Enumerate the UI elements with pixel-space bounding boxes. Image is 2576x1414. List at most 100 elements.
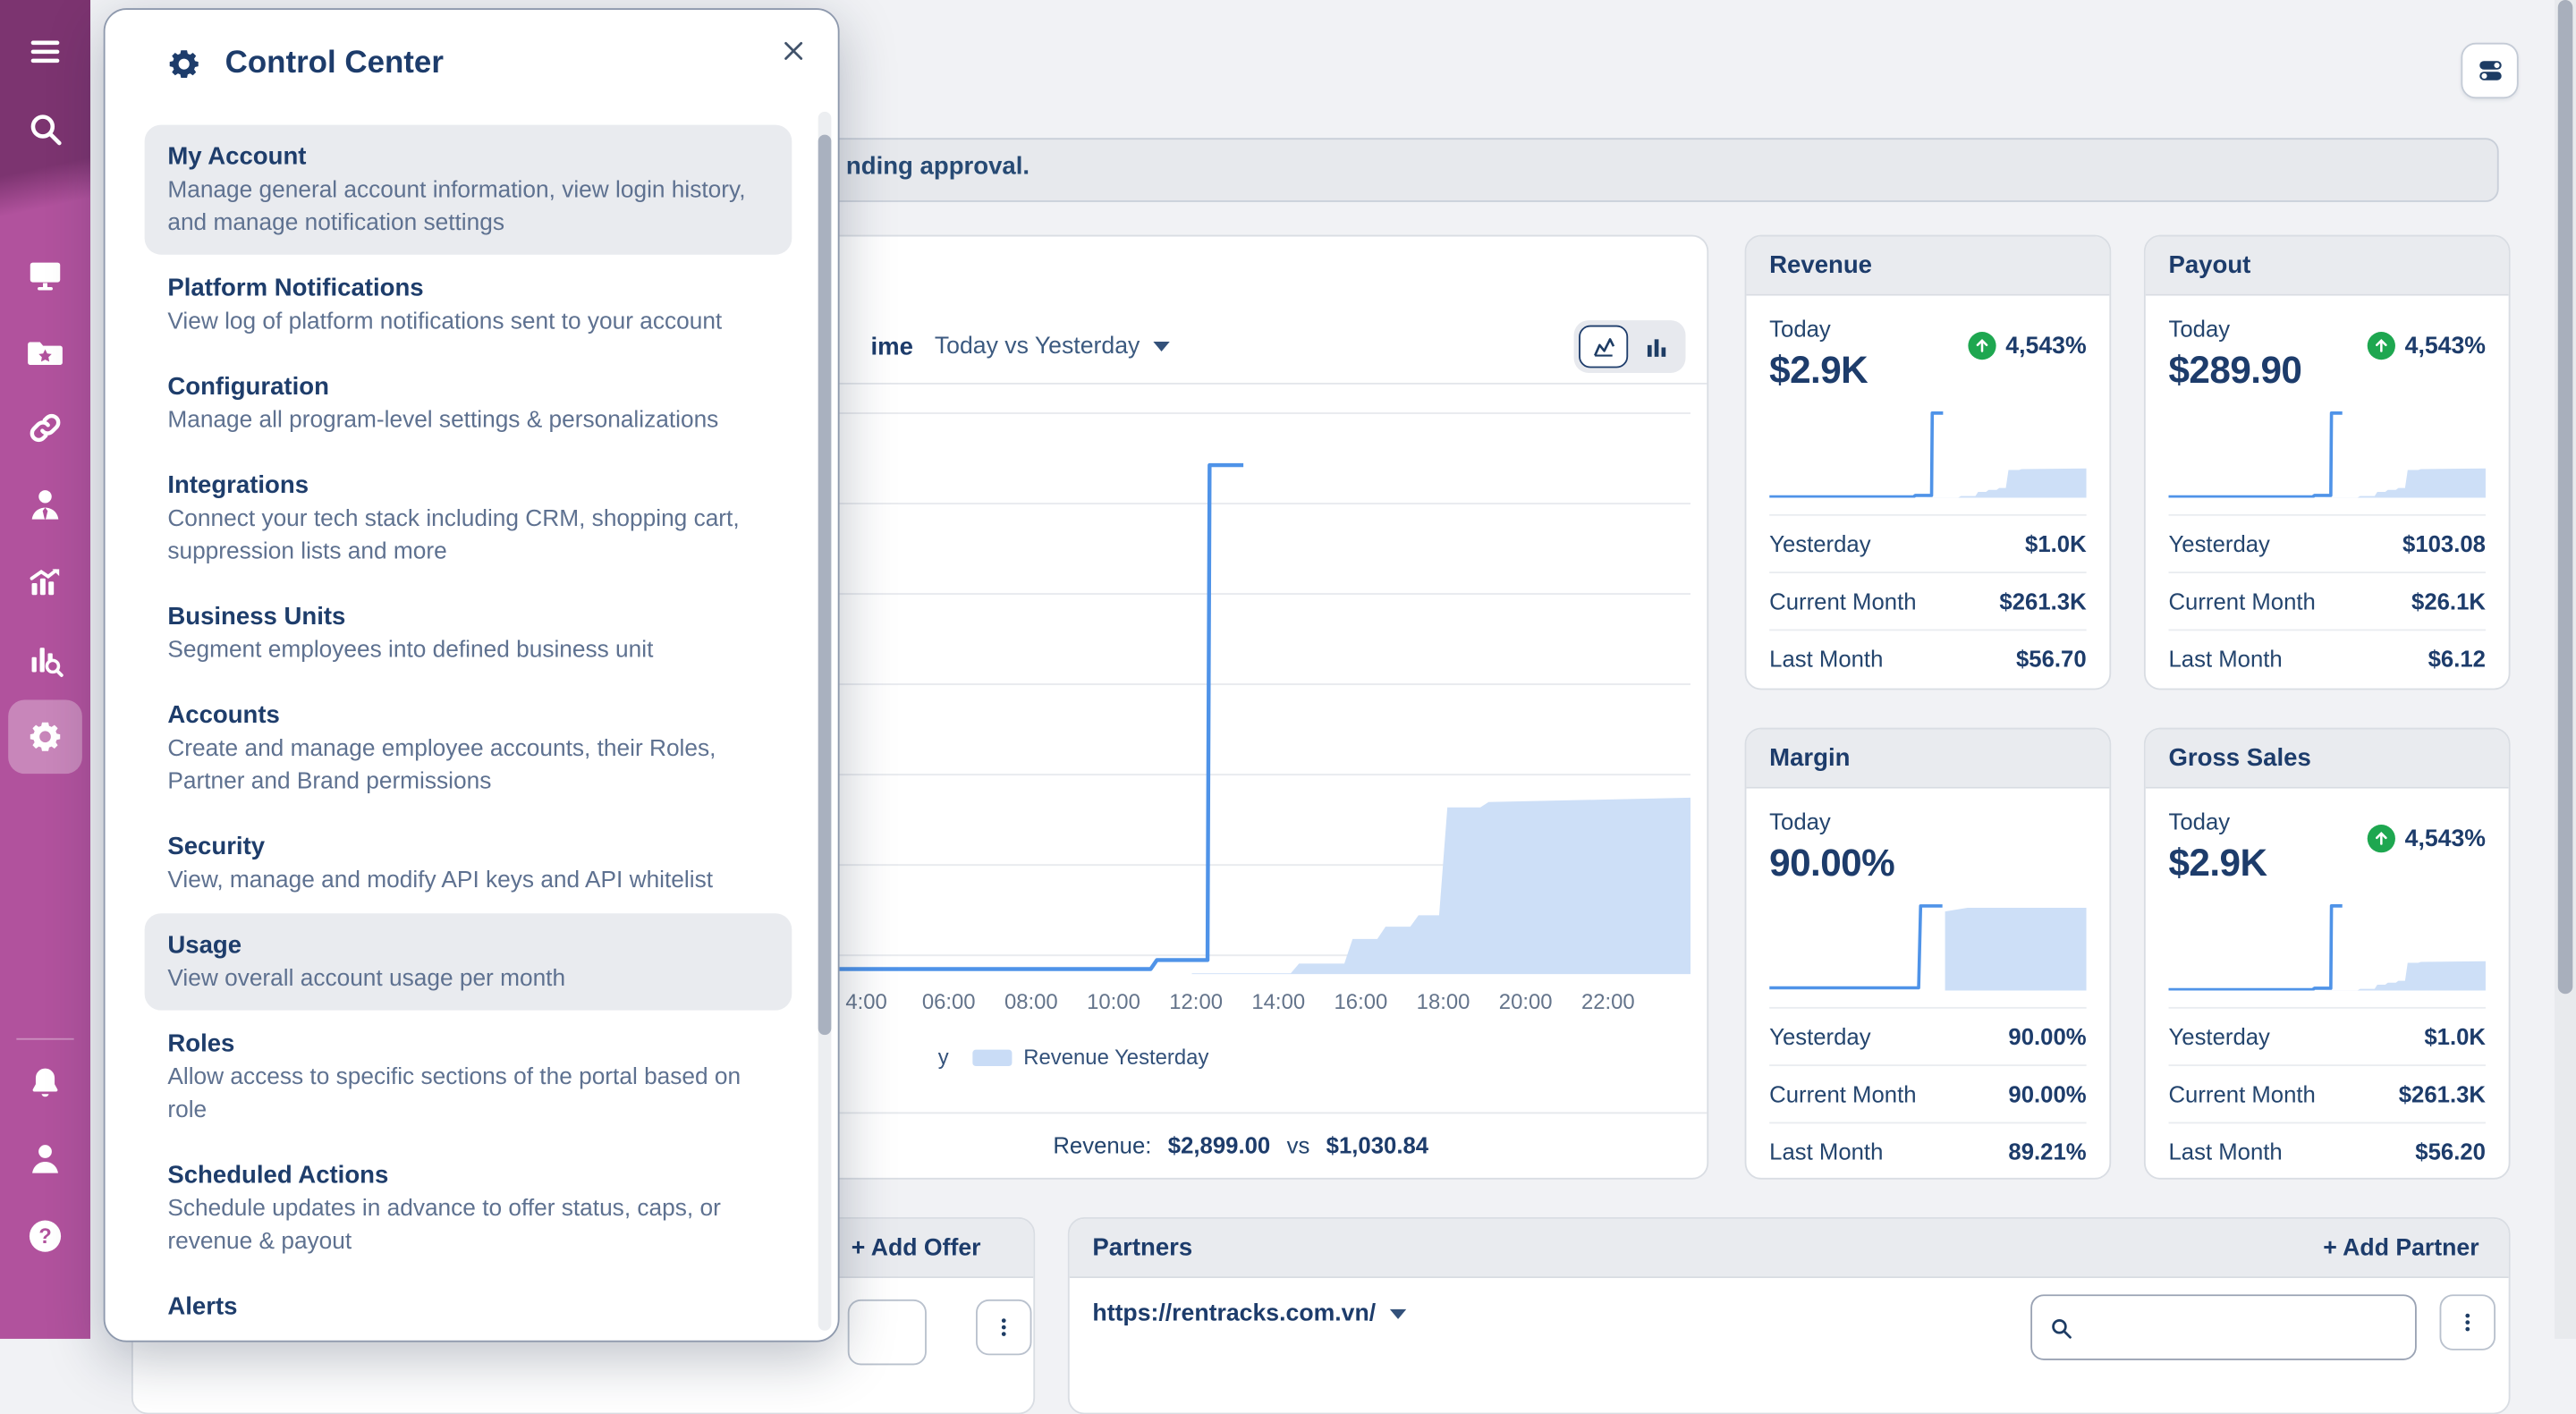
date-range-selector[interactable]: Today vs Yesterday (935, 334, 1170, 360)
partners-search-input[interactable] (2072, 1314, 2415, 1341)
arrow-up-icon (1968, 332, 1996, 360)
add-partner-button[interactable]: + Add Partner (2323, 1234, 2479, 1261)
menu-item-business-units[interactable]: Business Units Segment employees into de… (167, 603, 654, 665)
today-value: 90.00% (1769, 841, 1895, 885)
change-badge: 4,543% (1968, 332, 2087, 360)
sidebar-item-dashboard[interactable] (25, 255, 66, 296)
close-button[interactable] (775, 33, 811, 69)
menu-item-security[interactable]: Security View, manage and modify API key… (167, 833, 714, 894)
x-tick: 20:00 (1498, 988, 1553, 1014)
kpi-row: Yesterday 90.00% (1769, 1009, 2087, 1067)
sidebar-nav: ? (0, 0, 91, 1339)
kpi-row: Last Month $6.12 (2168, 645, 2486, 673)
today-value: $2.9K (2168, 841, 2267, 885)
menu-item-my-account[interactable]: My Account Manage general account inform… (144, 124, 792, 255)
today-label: Today (2168, 808, 2231, 835)
x-tick: 16:00 (1334, 988, 1388, 1014)
x-tick: 4:00 (845, 988, 887, 1014)
chevron-down-icon (1390, 1308, 1408, 1319)
sidebar-item-offers[interactable] (25, 332, 66, 373)
sparkline (2168, 899, 2486, 991)
sidebar-item-partners[interactable] (25, 485, 66, 526)
kpi-card-gross-sales: Gross Sales Today $2.9K 4,543% Yesterday… (2143, 727, 2511, 1180)
panel-header: Control Center (166, 46, 444, 81)
chart-header: ime Today vs Yesterday (682, 310, 1707, 385)
add-offer-button[interactable]: + Add Offer (851, 1234, 981, 1261)
trending-chart-icon (30, 569, 60, 596)
chart-footer-divider (682, 1112, 1707, 1114)
x-tick: 14:00 (1251, 988, 1306, 1014)
today-label: Today (2168, 315, 2231, 343)
menu-item-configuration[interactable]: Configuration Manage all program-level s… (167, 372, 719, 434)
hamburger-icon (30, 40, 60, 64)
sidebar-menu-button[interactable] (25, 31, 66, 72)
today-value: $2.9K (1769, 348, 1868, 392)
offers-search-input[interactable] (847, 1299, 927, 1366)
menu-item-platform-notifications[interactable]: Platform Notifications View log of platf… (167, 274, 723, 335)
chart-legend: y Revenue Yesterday (682, 1045, 1707, 1071)
sidebar-active-indicator (8, 699, 82, 775)
link-icon (30, 413, 61, 443)
close-icon (784, 41, 803, 60)
arrow-up-icon (2367, 332, 2395, 360)
x-axis-ticks: 4:00 06:00 08:00 10:00 12:00 14:00 16:00 18:00 2… (701, 989, 1690, 1019)
sparkline (1769, 406, 2087, 498)
gear-icon (30, 722, 61, 751)
panel-scrollbar-thumb[interactable] (818, 134, 832, 1036)
bar-chart-toggle-button[interactable] (1631, 326, 1681, 368)
chevron-down-icon (1153, 342, 1170, 352)
legend-today-label[interactable]: y (937, 1045, 949, 1070)
partner-site-dropdown[interactable]: https://rentracks.com.vn/ (1092, 1301, 1408, 1327)
kpi-row: Last Month $56.20 (2168, 1138, 2486, 1165)
chart-header-label: ime (870, 332, 913, 361)
sidebar-item-notifications[interactable] (25, 1063, 66, 1104)
partners-title: Partners (1092, 1233, 1193, 1262)
x-tick: 12:00 (1169, 988, 1224, 1014)
dashboard-customize-button[interactable] (2461, 42, 2519, 99)
partners-card: Partners + Add Partner https://rentracks… (1067, 1217, 2511, 1414)
kpi-row: Current Month $26.1K (2168, 573, 2486, 631)
partners-menu-button[interactable] (2439, 1294, 2496, 1350)
menu-item-integrations[interactable]: Integrations Connect your tech stack inc… (167, 471, 740, 565)
panel-scrollbar[interactable] (818, 111, 832, 1331)
kpi-title: Revenue (1746, 236, 2110, 296)
menu-item-scheduled-actions[interactable]: Scheduled Actions Schedule updates in ad… (167, 1161, 721, 1256)
sidebar-item-settings[interactable] (25, 716, 66, 758)
sidebar-item-search[interactable] (25, 108, 66, 149)
menu-item-usage[interactable]: Usage View overall account usage per mon… (144, 913, 792, 1011)
revenue-chart-card: ime Today vs Yesterday 4:00 06:00 08:0 (680, 234, 1709, 1180)
sidebar-item-reports[interactable] (25, 639, 66, 680)
sidebar-item-links[interactable] (25, 408, 66, 449)
change-badge: 4,543% (2367, 825, 2486, 853)
chart-search-icon (31, 648, 64, 677)
sidebar-item-help[interactable]: ? (25, 1215, 66, 1257)
kpi-row: Current Month $261.3K (1769, 573, 2087, 631)
chart-type-toggle (1573, 320, 1686, 373)
legend-yesterday[interactable]: Revenue Yesterday (972, 1045, 1208, 1070)
sidebar-item-account[interactable] (25, 1139, 66, 1180)
sparkline (1769, 899, 2087, 991)
x-tick: 18:00 (1416, 988, 1470, 1014)
change-badge: 4,543% (2367, 332, 2486, 360)
revenue-chart-plot[interactable] (701, 412, 1690, 975)
x-tick: 06:00 (921, 988, 976, 1014)
yesterday-swatch (972, 1048, 1013, 1066)
gear-icon (169, 50, 199, 78)
panel-title: Control Center (225, 46, 444, 80)
x-tick: 08:00 (1004, 988, 1058, 1014)
menu-item-alerts[interactable]: Alerts (167, 1292, 238, 1321)
offers-menu-button[interactable] (976, 1299, 1032, 1356)
page-scrollbar[interactable] (2555, 0, 2576, 1339)
line-chart-toggle-button[interactable] (1579, 325, 1629, 368)
menu-item-roles[interactable]: Roles Allow access to specific sections … (167, 1029, 741, 1124)
today-label: Today (1769, 808, 1831, 835)
sidebar-item-performance[interactable] (25, 562, 66, 603)
arrow-up-icon (2367, 825, 2395, 853)
kpi-row: Yesterday $1.0K (2168, 1009, 2486, 1067)
folder-star-icon (28, 342, 63, 366)
scrollbar-thumb[interactable] (2557, 0, 2573, 995)
sparkline (2168, 406, 2486, 498)
menu-item-accounts[interactable]: Accounts Create and manage employee acco… (167, 701, 716, 795)
svg-text:?: ? (38, 1224, 52, 1249)
